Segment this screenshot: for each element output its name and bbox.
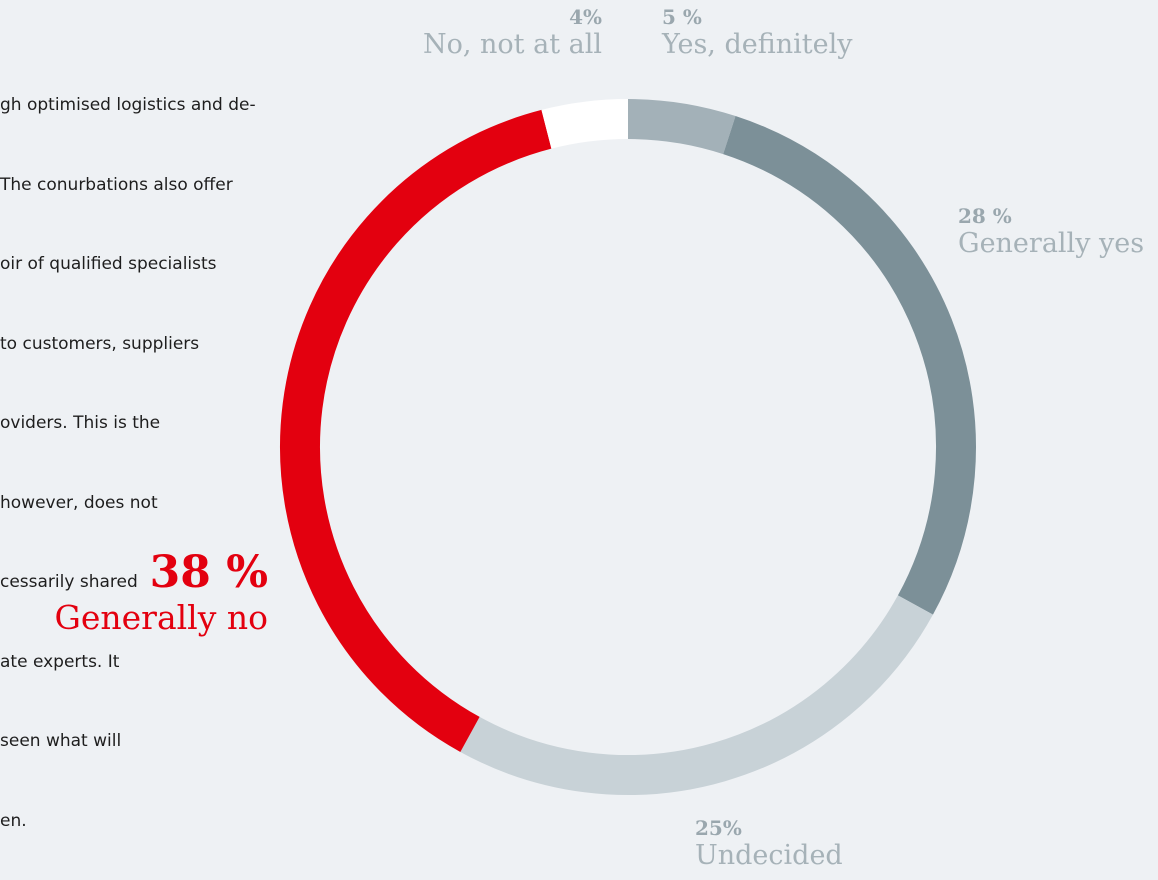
body-text-line: The conurbations also offer bbox=[0, 174, 233, 195]
donut-slice-generally-yes bbox=[723, 116, 976, 615]
slice-category: Generally yes bbox=[958, 228, 1145, 259]
slice-percent: 28 % bbox=[958, 204, 1012, 228]
donut-slice-generally-no bbox=[280, 109, 552, 752]
slice-percent: 38 % bbox=[149, 547, 268, 598]
slice-percent: 5 % bbox=[662, 5, 702, 29]
slice-category: Generally no bbox=[54, 597, 269, 637]
body-text-line: gh optimised logistics and de- bbox=[0, 95, 256, 115]
slice-category: No, not at all bbox=[422, 29, 602, 60]
body-text-line: cessarily shared bbox=[0, 572, 138, 592]
label-generally-no: 38 % Generally no bbox=[0, 547, 269, 637]
label-no-not-at-all: 4% No, not at all bbox=[420, 5, 602, 61]
donut-slice-yes-definitely bbox=[627, 99, 736, 155]
body-text-fragment: gh optimised logistics and de- The conur… bbox=[0, 0, 330, 861]
body-text-line: seen what will bbox=[0, 731, 122, 751]
slice-percent: 25% bbox=[695, 816, 742, 840]
body-text-line: ate experts. It bbox=[0, 651, 120, 672]
label-yes-definitely: 5 % Yes, definitely bbox=[662, 5, 853, 61]
slice-percent: 4% bbox=[569, 5, 602, 29]
slice-category: Yes, definitely bbox=[662, 29, 853, 60]
donut-slice-no-not-at-all bbox=[541, 99, 629, 149]
body-text-line: oviders. This is the bbox=[0, 413, 161, 433]
donut-slice-undecided bbox=[460, 595, 933, 795]
label-generally-yes: 28 % Generally yes bbox=[958, 204, 1145, 260]
body-text-line: en. bbox=[0, 810, 27, 831]
body-text-line: to customers, suppliers bbox=[0, 333, 200, 354]
label-undecided: 25% Undecided bbox=[695, 816, 843, 872]
slice-category: Undecided bbox=[695, 840, 843, 871]
body-text-line: oir of qualified specialists bbox=[0, 254, 217, 274]
body-text-line: however, does not bbox=[0, 492, 158, 513]
